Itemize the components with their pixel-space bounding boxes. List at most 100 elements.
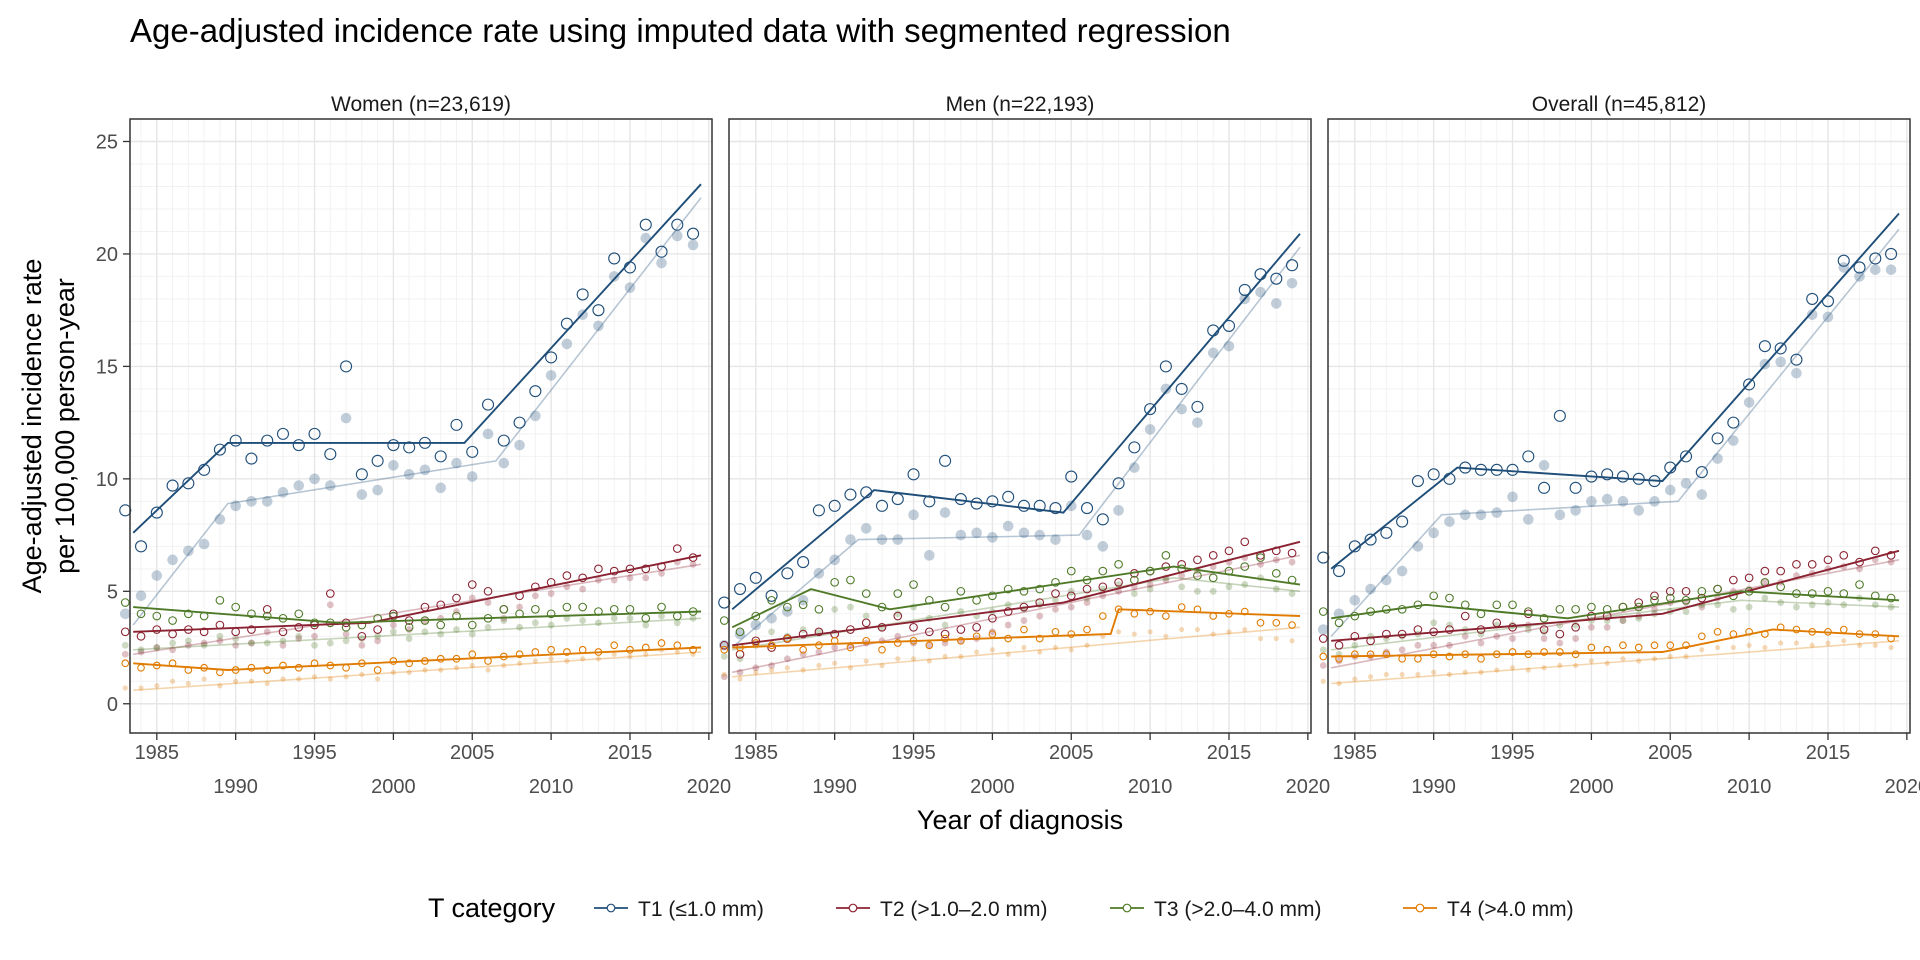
observed-point-t4 bbox=[893, 639, 902, 647]
observed-point-t3 bbox=[719, 616, 729, 625]
imputed-point-t2 bbox=[563, 583, 571, 591]
x-tick-label: 2015 bbox=[608, 742, 653, 764]
y-axis-title-line: per 100,000 person-year bbox=[50, 278, 80, 574]
imputed-point-t4 bbox=[1636, 658, 1642, 664]
observed-point-t3 bbox=[1429, 591, 1439, 601]
observed-point-t4 bbox=[1556, 648, 1564, 656]
legend-item-t3: T3 (>2.0–4.0 mm) bbox=[1110, 898, 1321, 921]
imputed-point-t2 bbox=[1493, 632, 1501, 640]
imputed-point-t3 bbox=[1761, 594, 1769, 602]
imputed-point-t4 bbox=[1762, 644, 1768, 651]
observed-point-t3 bbox=[798, 600, 808, 610]
observed-point-t3 bbox=[1618, 602, 1628, 612]
x-tick-label: 2005 bbox=[1648, 742, 1693, 764]
y-tick-label: 20 bbox=[96, 244, 118, 266]
observed-point-t3 bbox=[1114, 559, 1123, 569]
imputed-point-t1 bbox=[325, 480, 336, 491]
observed-point-t1 bbox=[1553, 409, 1566, 422]
imputed-point-t3 bbox=[374, 632, 382, 640]
observed-point-t1 bbox=[1270, 272, 1283, 285]
imputed-point-t2 bbox=[736, 668, 744, 676]
imputed-point-t2 bbox=[389, 621, 397, 629]
observed-point-t3 bbox=[1587, 602, 1596, 612]
observed-point-t2 bbox=[325, 589, 335, 598]
observed-point-t2 bbox=[483, 586, 493, 596]
imputed-point-t1 bbox=[1317, 624, 1329, 635]
imputed-point-t1 bbox=[545, 370, 557, 381]
imputed-point-t1 bbox=[987, 532, 998, 543]
imputed-point-t3 bbox=[1194, 587, 1201, 595]
imputed-point-t2 bbox=[121, 650, 129, 658]
observed-point-t1 bbox=[1128, 441, 1141, 454]
imputed-point-t1 bbox=[1712, 453, 1723, 464]
imputed-point-t3 bbox=[1745, 603, 1753, 611]
imputed-point-t3 bbox=[437, 630, 445, 638]
imputed-point-t1 bbox=[356, 489, 368, 500]
imputed-point-t2 bbox=[516, 603, 523, 611]
observed-point-t4 bbox=[1162, 612, 1170, 620]
observed-point-t1 bbox=[1506, 463, 1519, 476]
observed-point-t2 bbox=[1807, 559, 1817, 569]
observed-fit-lines bbox=[132, 183, 702, 671]
imputed-point-t4 bbox=[1825, 640, 1831, 646]
imputed-point-t2 bbox=[689, 560, 697, 568]
imputed-point-t4 bbox=[311, 674, 318, 680]
x-axis: 1985 1995 2005 2015 1990 2000 2010 2020 bbox=[1333, 733, 1920, 798]
observed-point-t3 bbox=[988, 591, 997, 601]
imputed-point-t1 bbox=[1271, 298, 1282, 309]
imputed-point-t4 bbox=[832, 660, 838, 666]
observed-point-t4 bbox=[547, 645, 555, 654]
observed-point-t1 bbox=[1743, 378, 1756, 391]
observed-point-t2 bbox=[609, 566, 619, 576]
observed-point-t3 bbox=[1697, 586, 1707, 596]
observed-point-t3 bbox=[184, 609, 193, 619]
imputed-point-t2 bbox=[1761, 578, 1769, 586]
imputed-point-t4 bbox=[516, 660, 523, 666]
imputed-point-t2 bbox=[1698, 603, 1706, 611]
imputed-point-t4 bbox=[1746, 642, 1752, 648]
observed-fit-t1 bbox=[132, 183, 702, 534]
observed-point-t1 bbox=[639, 218, 652, 231]
observed-point-t2 bbox=[278, 627, 288, 637]
imputed-point-t4 bbox=[1210, 631, 1216, 637]
imputed-point-t1 bbox=[860, 523, 872, 534]
facet-panel: Men (n=22,193) 1985 1995 2005 2015 1990 2000 20… bbox=[718, 93, 1330, 798]
observed-point-t1 bbox=[986, 495, 999, 508]
imputed-point-t4 bbox=[1604, 660, 1610, 666]
observed-point-t1 bbox=[797, 556, 810, 569]
imputed-point-t1 bbox=[293, 480, 305, 491]
imputed-point-t1 bbox=[1806, 309, 1818, 320]
legend-item-t2: T2 (>1.0–2.0 mm) bbox=[836, 898, 1047, 921]
imputed-point-t1 bbox=[1192, 417, 1203, 428]
y-tick-label: 25 bbox=[96, 131, 118, 153]
imputed-point-t3 bbox=[121, 641, 129, 649]
imputed-point-t3 bbox=[658, 612, 665, 620]
imputed-point-t3 bbox=[673, 619, 681, 627]
observed-point-t1 bbox=[1065, 470, 1078, 483]
observed-point-t1 bbox=[1002, 490, 1015, 503]
observed-point-t1 bbox=[576, 288, 589, 301]
observed-point-t1 bbox=[308, 427, 321, 440]
imputed-point-t1 bbox=[482, 428, 494, 440]
observed-point-t2 bbox=[1665, 586, 1675, 596]
observed-point-t1 bbox=[1679, 450, 1693, 463]
imputed-point-t2 bbox=[453, 608, 460, 615]
imputed-point-t1 bbox=[1223, 340, 1235, 352]
imputed-point-t3 bbox=[200, 641, 208, 649]
observed-point-t4 bbox=[1445, 652, 1454, 661]
observed-point-t4 bbox=[846, 643, 855, 652]
imputed-point-t4 bbox=[1462, 669, 1468, 675]
imputed-point-t4 bbox=[879, 662, 885, 669]
imputed-point-t4 bbox=[847, 665, 854, 671]
observed-point-t2 bbox=[452, 593, 461, 603]
imputed-point-t3 bbox=[311, 641, 318, 649]
panel-background bbox=[130, 119, 712, 733]
imputed-point-t1 bbox=[1160, 383, 1172, 395]
imputed-point-t4 bbox=[643, 651, 649, 657]
x-tick-label: 1990 bbox=[812, 776, 857, 798]
facet-title: Men (n=22,193) bbox=[946, 93, 1095, 116]
imputed-point-t1 bbox=[1728, 435, 1739, 446]
observed-point-t4 bbox=[405, 659, 414, 668]
observed-point-t1 bbox=[1853, 261, 1866, 274]
imputed-point-t3 bbox=[153, 644, 161, 651]
